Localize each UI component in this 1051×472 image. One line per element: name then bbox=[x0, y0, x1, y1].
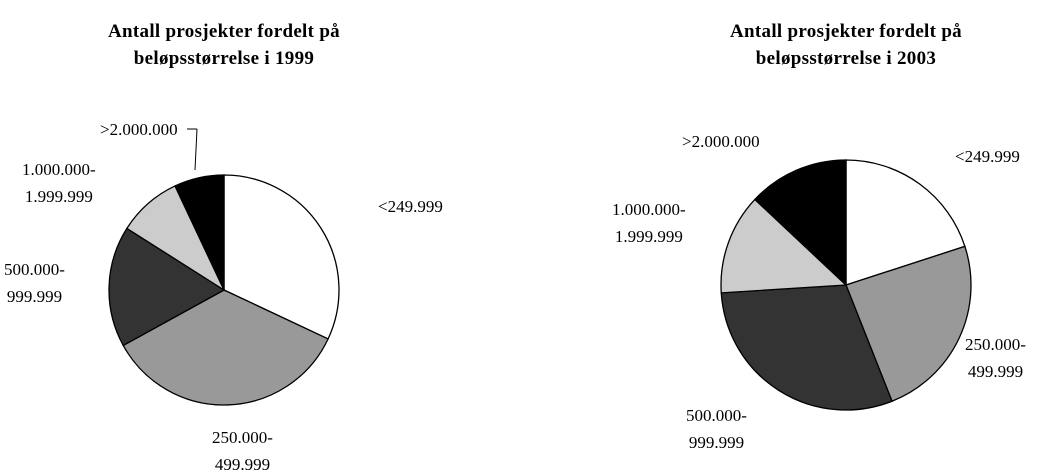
slice-label: 250.000- 499.999 bbox=[965, 335, 1026, 381]
slice-label: >2.000.000 bbox=[100, 120, 178, 139]
pie-slice bbox=[753, 159, 847, 287]
slice-label: 500.000- 999.999 bbox=[4, 260, 65, 306]
chart-title: Antall prosjekter fordelt på beløpsstørr… bbox=[730, 21, 962, 69]
pie-slice bbox=[108, 227, 226, 347]
pie-slice bbox=[845, 159, 966, 286]
slice-label: 500.000- 999.999 bbox=[686, 406, 747, 452]
slice-label: >2.000.000 bbox=[682, 132, 760, 151]
slice-label: 250.000- 499.999 bbox=[212, 428, 273, 472]
pie-slice bbox=[720, 198, 848, 294]
pie-slice bbox=[174, 174, 225, 291]
chart-title: Antall prosjekter fordelt på beløpsstørr… bbox=[108, 21, 340, 69]
slice-label: <249.999 bbox=[378, 197, 443, 216]
pie-slice bbox=[223, 174, 340, 340]
slice-label: 1.000.000- 1.999.999 bbox=[22, 160, 96, 206]
slice-label: <249.999 bbox=[955, 147, 1020, 166]
slice-label: 1.000.000- 1.999.999 bbox=[612, 200, 686, 246]
pie-slice bbox=[122, 289, 329, 406]
pie-slice bbox=[720, 284, 893, 411]
leader-line bbox=[194, 128, 198, 171]
